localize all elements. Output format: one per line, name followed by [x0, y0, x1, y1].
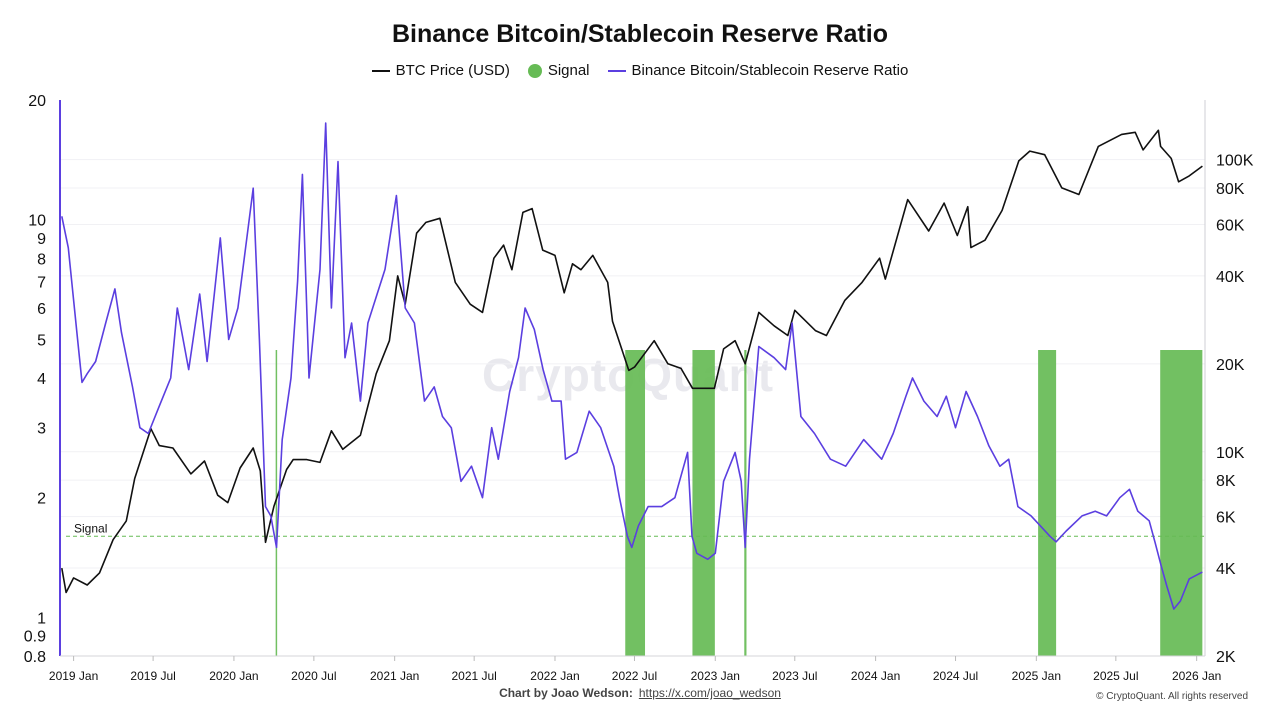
- x-tick-label: 2019 Jan: [49, 669, 98, 683]
- left-tick-label: 9: [37, 231, 46, 248]
- signal-bar: [692, 350, 715, 656]
- signal-bars: [275, 350, 1203, 656]
- right-tick-label: 40K: [1216, 269, 1245, 286]
- x-tick-label: 2024 Jul: [933, 669, 978, 683]
- right-tick-label: 6K: [1216, 510, 1236, 527]
- left-tick-label: 2: [37, 491, 46, 508]
- x-tick-label: 2024 Jan: [851, 669, 900, 683]
- x-tick-label: 2025 Jul: [1093, 669, 1138, 683]
- signal-bar: [744, 350, 747, 656]
- signal-bar: [1038, 350, 1057, 656]
- legend-signal-dot-swatch: [527, 63, 542, 78]
- signal-bar: [625, 350, 646, 656]
- x-tick-label: 2021 Jul: [451, 669, 496, 683]
- right-tick-label: 10K: [1216, 445, 1245, 462]
- right-tick-label: 2K: [1216, 649, 1236, 666]
- legend-ratio-label: Binance Bitcoin/Stablecoin Reserve Ratio: [631, 62, 909, 79]
- left-tick-label: 3: [37, 421, 46, 438]
- x-tick-label: 2020 Jul: [291, 669, 336, 683]
- left-tick-label: 7: [37, 274, 46, 291]
- signal-bar: [1160, 350, 1203, 656]
- legend-item-reserve-ratio[interactable]: Binance Bitcoin/Stablecoin Reserve Ratio: [607, 62, 909, 79]
- right-tick-label: 100K: [1216, 153, 1254, 170]
- x-tick-label: 2022 Jul: [612, 669, 657, 683]
- reserve-ratio-line: [61, 122, 1203, 610]
- axes: 20 109 8 7 6 5 4 3 2 1 0.9 0.8 100K 80K 60K 40K 20K 10K 8K…: [24, 93, 1254, 683]
- legend-signal-label: Signal: [547, 62, 590, 79]
- credit-label: Chart by Joao Wedson:: [499, 686, 633, 700]
- left-tick-label: 8: [37, 251, 46, 268]
- x-tick-label: 2026 Jan: [1172, 669, 1221, 683]
- x-tick-label: 2019 Jul: [130, 669, 175, 683]
- left-tick-label: 6: [37, 301, 46, 318]
- x-tick-label: 2025 Jan: [1012, 669, 1061, 683]
- x-tick-label: 2021 Jan: [370, 669, 419, 683]
- left-tick-label: 10: [28, 213, 46, 230]
- right-tick-label: 4K: [1216, 561, 1236, 578]
- left-tick-label: 0.9: [24, 629, 46, 646]
- x-tick-label: 2022 Jan: [530, 669, 579, 683]
- legend-item-btc-price[interactable]: BTC Price (USD): [371, 62, 510, 79]
- right-tick-label: 8K: [1216, 473, 1236, 490]
- chart-credit: Chart by Joao Wedson: https://x.com/joao_…: [0, 686, 1280, 700]
- left-tick-label: 5: [37, 332, 46, 349]
- left-tick-label: 4: [37, 371, 46, 388]
- legend-ratio-line-swatch: [607, 69, 626, 72]
- x-tick-label: 2023 Jan: [691, 669, 740, 683]
- x-tick-label: 2023 Jul: [772, 669, 817, 683]
- copyright-text: © CryptoQuant. All rights reserved: [1096, 691, 1248, 702]
- legend-btc-label: BTC Price (USD): [395, 62, 510, 79]
- left-tick-label: 20: [28, 93, 46, 110]
- legend-btc-line-swatch: [371, 69, 390, 72]
- legend: BTC Price (USD) Signal Binance Bitcoin/S…: [0, 62, 1280, 79]
- btc-price-line: [61, 129, 1203, 594]
- credit-link[interactable]: https://x.com/joao_wedson: [638, 686, 781, 700]
- chart-title: Binance Bitcoin/Stablecoin Reserve Ratio: [392, 20, 888, 48]
- series-lines: [61, 122, 1203, 610]
- signal-bar: [275, 350, 278, 656]
- signal-threshold-label: Signal: [74, 521, 107, 535]
- x-tick-label: 2020 Jan: [209, 669, 258, 683]
- right-tick-label: 60K: [1216, 217, 1245, 234]
- left-tick-label: 0.8: [24, 649, 46, 666]
- legend-item-signal[interactable]: Signal: [527, 62, 590, 79]
- left-tick-label: 1: [37, 610, 46, 627]
- right-tick-label: 20K: [1216, 357, 1245, 374]
- right-tick-label: 80K: [1216, 181, 1245, 198]
